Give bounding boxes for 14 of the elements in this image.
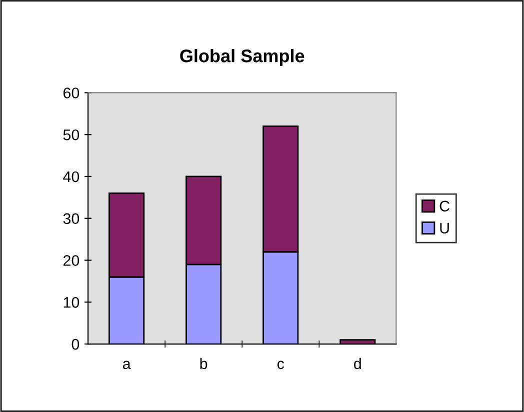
y-tick-label: 30 (63, 213, 80, 224)
y-tick-label: 60 (63, 88, 80, 98)
y-tick-label: 20 (63, 255, 80, 266)
legend-label: C (440, 200, 450, 212)
x-tick-label: a (122, 360, 131, 370)
x-tick-label: b (200, 358, 208, 370)
chart-title: Global Sample (180, 49, 304, 66)
y-tick-label: 10 (64, 297, 80, 308)
x-tick-label: d (354, 358, 361, 370)
y-tick-label: 0 (72, 338, 80, 350)
x-tick-label: c (277, 360, 284, 370)
legend-label: U (440, 222, 449, 234)
y-tick-label: 40 (63, 171, 80, 182)
y-tick-label: 50 (63, 129, 80, 140)
